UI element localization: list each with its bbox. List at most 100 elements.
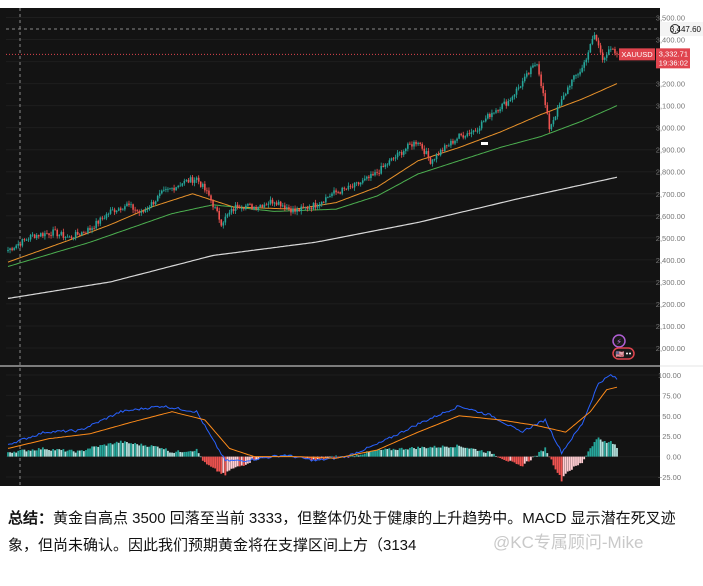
candle-body — [281, 205, 284, 207]
candle-body — [314, 202, 317, 208]
candle-body — [251, 204, 253, 210]
macd-hist-bar — [9, 452, 11, 457]
macd-hist-bar — [220, 456, 223, 474]
candle-body — [550, 124, 553, 130]
candle-body — [396, 152, 399, 158]
candle-body — [560, 99, 563, 105]
candle-body — [413, 141, 415, 147]
macd-hist-bar — [109, 443, 112, 457]
candle-body — [359, 182, 362, 185]
macd-hist-bar — [538, 451, 540, 457]
candle-body — [407, 143, 409, 149]
candle-body — [460, 133, 462, 136]
macd-hist-bar — [525, 456, 528, 462]
macd-hist-bar — [224, 456, 227, 476]
macd-hist-bar — [515, 456, 518, 465]
macd-hist-bar — [564, 456, 567, 474]
macd-hist-bar — [214, 456, 217, 469]
candle-body — [318, 204, 321, 207]
macd-hist-bar — [312, 456, 315, 460]
macd-hist-bar — [138, 445, 141, 457]
candle-body — [115, 210, 118, 213]
candle-body — [35, 234, 38, 239]
macd-hist-bar — [491, 453, 493, 457]
candle-body — [499, 109, 501, 112]
candle-body — [491, 112, 493, 118]
macd-hist-bar — [208, 456, 210, 466]
macd-hist-bar — [398, 448, 401, 457]
candle-body — [437, 154, 440, 156]
candle-body — [509, 99, 512, 101]
candle-body — [158, 193, 161, 196]
macd-hist-bar — [470, 448, 473, 457]
candle-body — [548, 113, 551, 130]
candle-body — [597, 40, 600, 46]
macd-hist-bar — [339, 456, 342, 457]
macd-hist-bar — [46, 449, 48, 457]
candle-body — [327, 196, 329, 198]
macd-hist-bar — [72, 451, 75, 457]
candle-body — [554, 116, 557, 121]
macd-hist-bar — [185, 451, 188, 457]
candle-body — [349, 185, 352, 187]
candle-body — [181, 183, 184, 186]
candle-body — [265, 204, 268, 206]
price-tick-label: 2,900.00 — [656, 146, 685, 155]
candle-body — [130, 204, 132, 206]
candle-body — [433, 159, 436, 160]
macd-hist-bar — [382, 449, 385, 457]
candle-body — [542, 86, 544, 94]
macd-hist-bar — [605, 442, 608, 457]
macd-hist-bar — [497, 456, 499, 458]
candle-body — [421, 144, 424, 149]
candle-body — [390, 158, 393, 161]
macd-hist-bar — [566, 456, 569, 472]
macd-tick-label: 100.00 — [658, 371, 681, 380]
macd-hist-bar — [421, 446, 424, 457]
macd-hist-bar — [439, 447, 442, 457]
macd-hist-bar — [126, 442, 128, 457]
candle-body — [144, 210, 147, 212]
candle-body — [210, 195, 212, 201]
macd-hist-bar — [425, 448, 428, 457]
macd-hist-bar — [359, 454, 362, 457]
candle-body — [404, 148, 407, 152]
candle-body — [343, 187, 346, 189]
candle-body — [577, 74, 579, 76]
candle-body — [46, 233, 48, 235]
macd-hist-bar — [15, 452, 18, 457]
candle-body — [458, 133, 460, 139]
candle-body — [394, 157, 397, 159]
candle-body — [154, 201, 157, 205]
macd-hist-bar — [121, 442, 124, 457]
candle-body — [386, 164, 389, 166]
macd-hist-bar — [128, 443, 130, 457]
economic-events-icon[interactable] — [612, 347, 635, 360]
macd-hist-bar — [591, 446, 594, 457]
lightning-event-icon[interactable] — [612, 334, 626, 348]
candle-body — [240, 208, 243, 209]
price-tick-label: 3,100.00 — [656, 102, 685, 111]
candle-body — [511, 96, 514, 100]
macd-hist-bar — [363, 453, 366, 457]
macd-hist-bar — [454, 447, 456, 457]
candle-body — [316, 206, 319, 208]
candle-body — [454, 140, 456, 144]
candle-body — [232, 208, 235, 211]
candle-body — [107, 213, 110, 215]
macd-hist-bar — [113, 443, 116, 457]
candle-body — [177, 185, 179, 188]
macd-hist-bar — [152, 446, 155, 457]
macd-hist-bar — [415, 449, 417, 457]
macd-hist-bar — [616, 447, 618, 457]
macd-hist-bar — [201, 456, 204, 461]
macd-hist-bar — [509, 456, 512, 461]
add-alert-icon[interactable] — [670, 24, 680, 35]
candle-body — [505, 101, 508, 106]
event-badges[interactable]: ⚡ 🇺🇸 — [612, 334, 635, 360]
price-tick-label: 2,700.00 — [656, 190, 685, 199]
candle-body — [70, 236, 73, 239]
macd-hist-bar — [460, 446, 463, 457]
macd-hist-bar — [585, 455, 588, 457]
macd-hist-bar — [593, 442, 596, 457]
